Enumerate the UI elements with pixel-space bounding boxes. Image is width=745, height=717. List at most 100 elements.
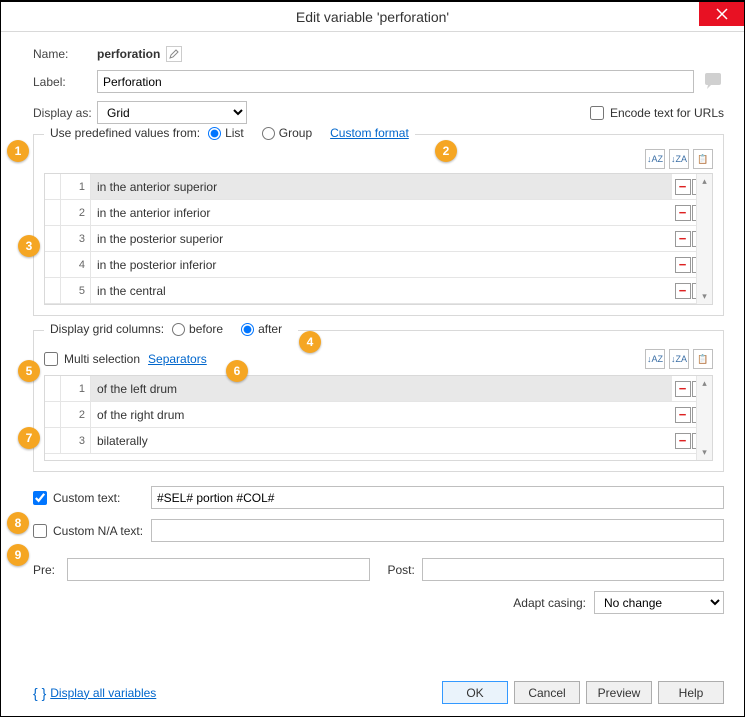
row-number: 2 xyxy=(61,402,91,427)
encode-checkbox[interactable] xyxy=(590,106,604,120)
cols-radio-before[interactable]: before xyxy=(172,322,223,336)
table-row[interactable]: 3in the posterior superior−+ xyxy=(45,226,712,252)
label-input[interactable] xyxy=(97,70,694,93)
table-row[interactable]: 4in the posterior inferior−+ xyxy=(45,252,712,278)
pre-input[interactable] xyxy=(67,558,370,581)
row-number: 4 xyxy=(61,252,91,277)
callout-2: 2 xyxy=(435,140,457,162)
row-number: 3 xyxy=(61,226,91,251)
scrollbar[interactable]: ▴▾ xyxy=(696,174,712,304)
pencil-icon xyxy=(169,49,179,59)
table-row[interactable]: 1of the left drum−+ xyxy=(45,376,712,402)
cols-radio-after[interactable]: after xyxy=(241,322,282,336)
remove-row-button[interactable]: − xyxy=(675,205,691,221)
post-input[interactable] xyxy=(422,558,725,581)
callout-6: 6 xyxy=(226,360,248,382)
callout-8: 8 xyxy=(7,512,29,534)
sort-za-button[interactable]: ↓ZA xyxy=(669,149,689,169)
displayas-select[interactable]: Grid xyxy=(97,101,247,124)
encode-label: Encode text for URLs xyxy=(610,106,724,120)
predef-radio-list-input[interactable] xyxy=(208,127,221,140)
row-text[interactable]: in the posterior superior xyxy=(91,226,672,251)
callout-1: 1 xyxy=(7,140,29,162)
predef-radio-list[interactable]: List xyxy=(208,126,244,140)
titlebar: Edit variable 'perforation' xyxy=(1,2,744,32)
clipboard-button[interactable]: 📋 xyxy=(693,149,713,169)
casing-select[interactable]: No change xyxy=(594,591,724,614)
sort-za-button-2[interactable]: ↓ZA xyxy=(669,349,689,369)
table-row[interactable]: 2of the right drum−+ xyxy=(45,402,712,428)
table-row[interactable]: 2in the anterior inferior−+ xyxy=(45,200,712,226)
callout-3: 3 xyxy=(18,235,40,257)
braces-icon: { } xyxy=(33,685,46,701)
row-text[interactable]: bilaterally xyxy=(91,428,672,453)
row-handle[interactable] xyxy=(45,278,61,303)
encode-checkbox-wrap[interactable]: Encode text for URLs xyxy=(590,106,724,120)
predef-legend: Use predefined values from: xyxy=(50,126,200,140)
table-row[interactable]: 3bilaterally−+ xyxy=(45,428,712,454)
row-text[interactable]: in the posterior inferior xyxy=(91,252,672,277)
remove-row-button[interactable]: − xyxy=(675,433,691,449)
cols-radio-before-input[interactable] xyxy=(172,323,185,336)
row-text[interactable]: in the anterior superior xyxy=(91,174,672,199)
row-handle[interactable] xyxy=(45,402,61,427)
customtext-checkbox[interactable] xyxy=(33,491,47,505)
comment-icon[interactable] xyxy=(702,72,724,92)
callout-4: 4 xyxy=(299,331,321,353)
name-label: Name: xyxy=(33,47,97,61)
cancel-button[interactable]: Cancel xyxy=(514,681,580,704)
predef-radio-group[interactable]: Group xyxy=(262,126,312,140)
row-text[interactable]: in the anterior inferior xyxy=(91,200,672,225)
callout-9: 9 xyxy=(7,544,29,566)
customtext-input[interactable] xyxy=(151,486,724,509)
custom-format-link[interactable]: Custom format xyxy=(330,126,409,140)
clipboard-button-2[interactable]: 📋 xyxy=(693,349,713,369)
remove-row-button[interactable]: − xyxy=(675,407,691,423)
remove-row-button[interactable]: − xyxy=(675,381,691,397)
row-handle[interactable] xyxy=(45,200,61,225)
callout-5: 5 xyxy=(18,360,40,382)
multi-selection-checkbox[interactable] xyxy=(44,352,58,366)
row-text[interactable]: of the right drum xyxy=(91,402,672,427)
remove-row-button[interactable]: − xyxy=(675,283,691,299)
row-number: 1 xyxy=(61,376,91,401)
row-text[interactable]: in the central xyxy=(91,278,672,303)
row-handle[interactable] xyxy=(45,174,61,199)
remove-row-button[interactable]: − xyxy=(675,231,691,247)
casing-label: Adapt casing: xyxy=(513,596,586,610)
preview-button[interactable]: Preview xyxy=(586,681,652,704)
separators-link[interactable]: Separators xyxy=(148,352,207,366)
table-row[interactable]: 1in the anterior superior−+ xyxy=(45,174,712,200)
scrollbar[interactable]: ▴▾ xyxy=(696,376,712,460)
display-all-variables-link[interactable]: Display all variables xyxy=(50,686,156,700)
close-button[interactable] xyxy=(699,2,744,26)
name-value: perforation xyxy=(97,47,160,61)
customna-checkbox-wrap[interactable]: Custom N/A text: xyxy=(33,524,151,538)
predef-radio-group-input[interactable] xyxy=(262,127,275,140)
remove-row-button[interactable]: − xyxy=(675,179,691,195)
sort-az-button[interactable]: ↓AZ xyxy=(645,149,665,169)
cols-radio-after-input[interactable] xyxy=(241,323,254,336)
edit-name-button[interactable] xyxy=(166,46,182,62)
callout-7: 7 xyxy=(18,427,40,449)
predefined-section: Use predefined values from: List Group C… xyxy=(33,134,724,316)
post-label: Post: xyxy=(388,563,422,577)
customtext-checkbox-wrap[interactable]: Custom text: xyxy=(33,491,151,505)
row-handle[interactable] xyxy=(45,376,61,401)
remove-row-button[interactable]: − xyxy=(675,257,691,273)
row-number: 3 xyxy=(61,428,91,453)
customna-checkbox[interactable] xyxy=(33,524,47,538)
displayas-label: Display as: xyxy=(33,106,97,120)
help-button[interactable]: Help xyxy=(658,681,724,704)
table-row[interactable]: 5in the central−+ xyxy=(45,278,712,304)
customna-input[interactable] xyxy=(151,519,724,542)
ok-button[interactable]: OK xyxy=(442,681,508,704)
predef-grid: 1in the anterior superior−+2in the anter… xyxy=(44,173,713,305)
row-text[interactable]: of the left drum xyxy=(91,376,672,401)
sort-az-button-2[interactable]: ↓AZ xyxy=(645,349,665,369)
label-label: Label: xyxy=(33,75,97,89)
row-handle[interactable] xyxy=(45,252,61,277)
row-handle[interactable] xyxy=(45,226,61,251)
multi-selection-checkbox-wrap[interactable]: Multi selection xyxy=(44,352,140,366)
row-handle[interactable] xyxy=(45,428,61,453)
